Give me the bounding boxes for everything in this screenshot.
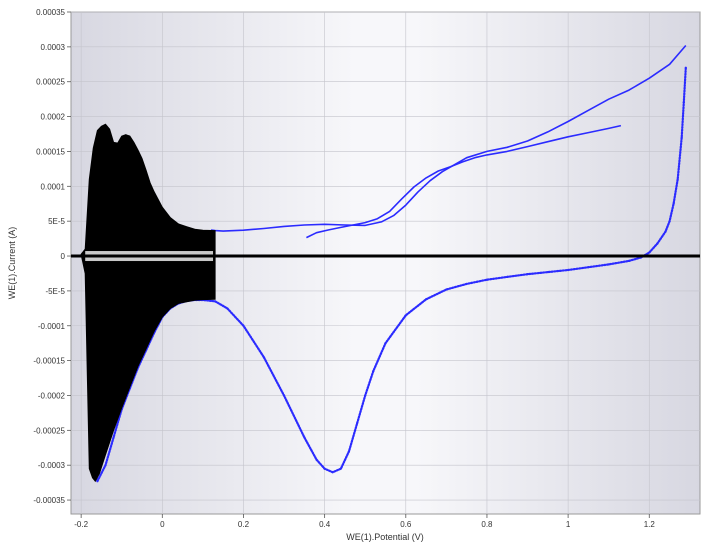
cathodic-point	[315, 458, 318, 461]
cathodic-point	[682, 101, 685, 104]
y-tick-label: 0.00025	[36, 78, 65, 87]
cathodic-point	[404, 314, 407, 317]
cathodic-point	[627, 259, 631, 263]
cathodic-point	[546, 270, 549, 274]
y-tick-label: 0.0001	[41, 182, 66, 191]
y-tick-label: -0.00015	[33, 357, 65, 366]
cathodic-point	[506, 275, 509, 279]
y-tick-label: 5E-5	[48, 217, 65, 226]
cathodic-point	[372, 369, 375, 373]
cathodic-point	[104, 464, 107, 467]
y-tick-label: -5E-5	[45, 287, 65, 296]
cathodic-point	[656, 242, 659, 245]
cathodic-point	[485, 278, 489, 281]
y-tick-label: -0.0002	[38, 391, 66, 400]
cathodic-point	[364, 394, 367, 397]
cathodic-point	[331, 471, 334, 474]
cathodic-point	[355, 422, 359, 425]
x-tick-label: 1	[566, 520, 571, 529]
y-tick-label: 0.0003	[41, 43, 66, 52]
cathodic-point	[672, 202, 675, 205]
anodic-sweep-series-1	[210, 44, 687, 232]
x-axis-title: WE(1).Potential (V)	[346, 532, 424, 542]
cathodic-point	[587, 266, 590, 269]
x-tick-label: 0.2	[238, 520, 250, 529]
cathodic-point	[242, 324, 245, 327]
cathodic-point	[607, 263, 610, 266]
x-tick-label: 0.6	[400, 520, 412, 529]
oscillation-region	[80, 123, 216, 483]
cathodic-point	[282, 394, 286, 397]
cathodic-point	[664, 230, 667, 233]
axes: -0.2 0 0.2 0.4 0.6 0.8 1 1.2 0.00035 0.0003 0.0002…	[33, 8, 655, 529]
y-tick-label: 0.00035	[36, 8, 65, 17]
cathodic-point	[676, 178, 679, 181]
cathodic-point	[567, 268, 570, 272]
x-tick-label: 0.8	[481, 520, 493, 529]
cathodic-point	[465, 282, 468, 286]
cathodic-point	[680, 136, 683, 139]
cathodic-point	[226, 307, 229, 310]
cathodic-point	[445, 288, 448, 291]
y-tick-label: -0.00025	[33, 426, 65, 435]
y-tick-label: 0.0002	[41, 113, 66, 122]
y-axis-title: WE(1).Current (A)	[7, 227, 17, 300]
y-tick-label: -0.0003	[38, 461, 66, 470]
y-tick-label: -0.00035	[33, 496, 65, 505]
x-tick-label: 1.2	[644, 520, 656, 529]
cathodic-point	[339, 467, 342, 470]
y-tick-label: -0.0001	[38, 322, 66, 331]
x-tick-label: 0.4	[319, 520, 331, 529]
cathodic-point	[526, 273, 529, 276]
anodic-sweep-series-2	[306, 124, 622, 239]
cathodic-point	[303, 436, 306, 439]
cathodic-point	[384, 342, 387, 345]
y-tick-label: 0	[61, 252, 66, 261]
cathodic-point	[347, 450, 351, 453]
cathodic-point	[668, 220, 671, 223]
cathodic-point	[262, 356, 265, 359]
cathodic-point	[213, 300, 217, 303]
grid-lines	[71, 11, 700, 514]
x-tick-label: -0.2	[74, 520, 88, 529]
cathodic-point	[112, 436, 115, 439]
x-tick-label: 0	[160, 520, 165, 529]
cathodic-point	[96, 480, 99, 483]
cathodic-point	[323, 467, 326, 470]
cathodic-point	[684, 66, 687, 69]
data-layer	[71, 44, 700, 485]
cathodic-point	[424, 298, 428, 301]
y-tick-label: 0.00015	[36, 147, 65, 156]
cathodic-point	[648, 251, 651, 254]
